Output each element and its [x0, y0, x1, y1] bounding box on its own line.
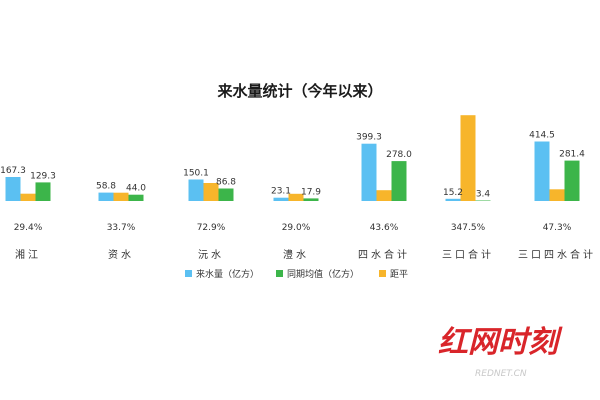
- bar-inflow: [98, 192, 114, 201]
- bar-average: [391, 161, 407, 201]
- chart-legend: 来水量（亿方） 同期均值（亿方） 距平: [185, 268, 408, 280]
- legend-swatch-0: [185, 270, 192, 277]
- value-label-average: 278.0: [386, 150, 412, 160]
- bar-inflow: [5, 177, 21, 201]
- watermark-sub-text: REDNET.CN: [475, 369, 527, 379]
- value-label-anomaly: 347.5%: [451, 223, 486, 233]
- category-label: 三口合计: [442, 248, 494, 261]
- value-label-average: 44.0: [126, 184, 146, 194]
- labels-layer: 167.3 129.3 29.4% 湘江 58.8 44.0 33.7% 资水 150.1 86.…: [0, 131, 596, 262]
- bar-average: [35, 182, 51, 201]
- value-label-anomaly: 72.9%: [197, 223, 226, 233]
- value-label-anomaly: 29.0%: [282, 223, 311, 233]
- category-label: 四水合计: [358, 248, 410, 261]
- category-label: 资水: [108, 249, 134, 261]
- watermark-logo-text: 红网时刻: [438, 325, 563, 360]
- bar-anomaly: [549, 189, 565, 201]
- legend-label-1: 同期均值（亿方）: [287, 268, 359, 280]
- value-label-average: 281.4: [559, 150, 585, 160]
- bar-anomaly: [288, 193, 304, 201]
- value-label-average: 86.8: [216, 178, 236, 188]
- bar-inflow: [361, 143, 377, 201]
- value-label-inflow: 167.3: [0, 166, 26, 176]
- value-label-inflow: 15.2: [443, 188, 463, 198]
- value-label-anomaly: 33.7%: [107, 223, 136, 233]
- legend-swatch-1: [276, 270, 283, 277]
- legend-label-0: 来水量（亿方）: [196, 268, 259, 280]
- value-label-anomaly: 47.3%: [543, 223, 572, 233]
- value-label-inflow: 414.5: [529, 131, 555, 141]
- value-label-anomaly: 29.4%: [14, 223, 43, 233]
- bar-average: [475, 200, 491, 201]
- bar-average: [303, 198, 319, 201]
- bars-layer: [5, 115, 580, 201]
- bar-anomaly: [203, 183, 219, 201]
- value-label-inflow: 23.1: [271, 187, 291, 197]
- category-label: 澧水: [283, 248, 309, 261]
- legend-label-2: 距平: [390, 269, 408, 280]
- value-label-average: 3.4: [476, 190, 491, 200]
- bar-average: [128, 194, 144, 201]
- bar-anomaly: [113, 192, 129, 201]
- value-label-inflow: 399.3: [356, 133, 382, 143]
- value-label-average: 129.3: [30, 171, 56, 181]
- bar-average: [218, 188, 234, 201]
- watermark-logo: 红网时刻 REDNET.CN: [438, 325, 563, 379]
- bar-anomaly: [376, 190, 392, 201]
- value-label-inflow: 150.1: [183, 169, 209, 179]
- category-label: 三口四水合计: [518, 248, 596, 261]
- category-label: 湘江: [15, 248, 41, 261]
- legend-swatch-2: [379, 270, 386, 277]
- category-label: 沅水: [198, 248, 224, 261]
- bar-inflow: [273, 197, 289, 201]
- bar-inflow: [445, 198, 461, 201]
- bar-average: [564, 160, 580, 201]
- value-label-inflow: 58.8: [96, 182, 116, 192]
- bar-anomaly: [460, 115, 476, 201]
- bar-inflow: [188, 179, 204, 201]
- chart-title: 来水量统计（今年以来）: [216, 82, 382, 100]
- value-label-average: 17.9: [301, 187, 321, 197]
- bar-anomaly: [20, 193, 36, 201]
- value-label-anomaly: 43.6%: [370, 223, 399, 233]
- bar-inflow: [534, 141, 550, 201]
